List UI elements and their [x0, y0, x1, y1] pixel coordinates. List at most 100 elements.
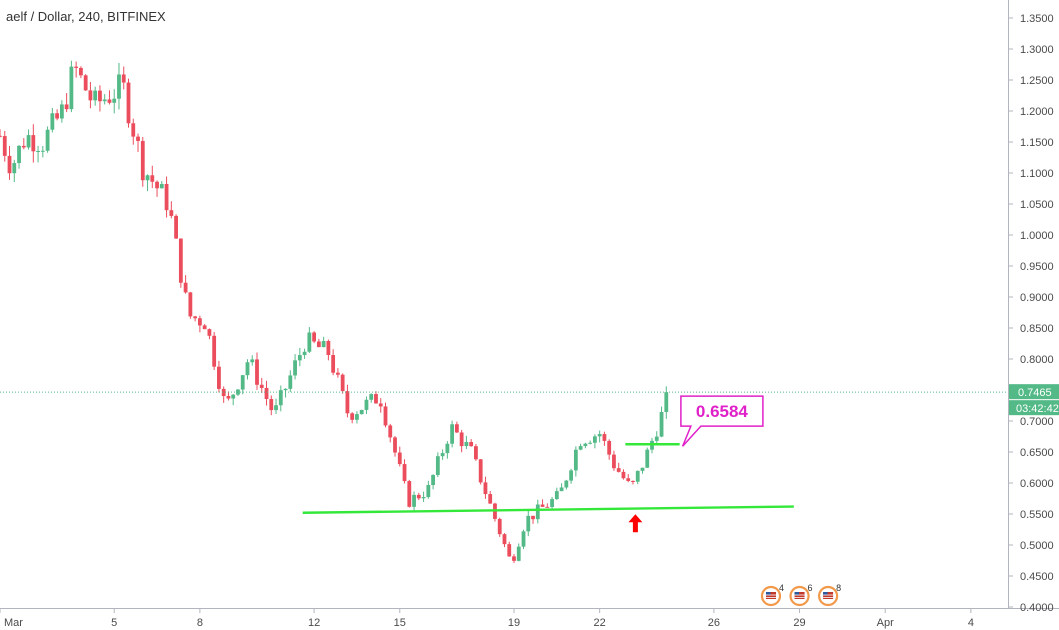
- up-arrow-icon[interactable]: [628, 514, 643, 533]
- candle-body: [664, 392, 669, 413]
- candle-body: [140, 140, 145, 181]
- event-badge[interactable]: 8: [818, 583, 841, 607]
- candle-body: [155, 181, 159, 189]
- candle: [497, 517, 502, 537]
- candle-body: [93, 90, 98, 101]
- candle-body: [164, 183, 169, 211]
- candle: [0, 129, 2, 138]
- candle-body: [464, 441, 469, 447]
- candle-body: [626, 478, 631, 481]
- candle: [112, 89, 117, 114]
- candle-body: [531, 515, 535, 520]
- candle: [221, 386, 226, 403]
- candle: [431, 474, 435, 490]
- candlestick-series: [0, 60, 669, 564]
- support-trendline[interactable]: [302, 505, 794, 514]
- candle-body: [497, 518, 502, 535]
- candle-body: [74, 66, 79, 68]
- time-axis[interactable]: Mar 5 8 12 15 19 22 26 29 Apr 4: [0, 608, 974, 629]
- candle-body: [36, 151, 40, 153]
- candle-body: [188, 292, 193, 317]
- price-callout[interactable]: 0.6584: [680, 395, 764, 447]
- event-badge[interactable]: 6: [789, 583, 813, 607]
- price-tick-label: 0.5500: [1020, 509, 1054, 521]
- candle-body: [240, 375, 245, 390]
- candle: [245, 359, 250, 380]
- candle: [193, 315, 198, 322]
- candle: [550, 496, 554, 509]
- candle: [307, 327, 312, 354]
- event-badge-count: 8: [836, 583, 841, 593]
- candle-body: [388, 425, 393, 438]
- time-tick-label: 22: [594, 617, 606, 629]
- event-badges[interactable]: 4 6 8: [760, 583, 841, 607]
- candle: [345, 384, 350, 418]
- price-tick-label: 1.0500: [1020, 199, 1054, 211]
- candle-body: [364, 399, 369, 410]
- candle-body: [107, 99, 112, 103]
- candle: [440, 449, 445, 460]
- candle: [493, 502, 497, 522]
- candle: [212, 331, 217, 371]
- candle: [321, 336, 326, 348]
- candle-body: [231, 394, 236, 399]
- candle-body: [345, 391, 350, 414]
- candle-body: [640, 467, 645, 471]
- candle-body: [88, 90, 93, 101]
- price-tick-label: 0.4500: [1020, 571, 1054, 583]
- candle-body: [297, 355, 302, 361]
- candle-body: [588, 442, 593, 444]
- candle: [421, 491, 426, 502]
- candle-body: [383, 406, 388, 426]
- candle: [573, 446, 578, 477]
- candle: [293, 354, 297, 380]
- candle-body: [40, 150, 45, 152]
- candle: [402, 459, 407, 484]
- candle-body: [454, 424, 459, 433]
- candle-body: [593, 436, 597, 443]
- candle: [355, 411, 359, 424]
- candle: [40, 145, 45, 158]
- candle-body: [250, 359, 255, 363]
- candle-body: [654, 436, 659, 441]
- candle-body: [412, 494, 416, 507]
- candle: [488, 491, 493, 504]
- callout-box: [680, 395, 764, 447]
- candle: [559, 483, 564, 492]
- candle: [512, 554, 516, 564]
- candle-body: [645, 449, 650, 468]
- time-tick-label: 5: [111, 617, 117, 629]
- candle: [79, 66, 83, 79]
- candle: [159, 181, 164, 189]
- candle-body: [55, 113, 60, 119]
- candle-body: [126, 82, 131, 124]
- candle-body: [226, 396, 231, 399]
- candle: [545, 503, 550, 508]
- candle-body: [607, 440, 612, 455]
- flag-icon: [823, 592, 834, 599]
- candle-body: [526, 515, 531, 532]
- candle-body: [269, 399, 274, 411]
- candle-body: [174, 215, 178, 239]
- candle-body: [221, 388, 226, 397]
- candle-body: [516, 546, 521, 561]
- event-badge-count: 6: [808, 583, 813, 593]
- event-badge[interactable]: 4: [760, 583, 784, 607]
- price-tick-label: 0.6500: [1020, 447, 1054, 459]
- candle: [478, 458, 483, 485]
- candle-body: [207, 329, 212, 336]
- candle-body: [431, 475, 435, 485]
- candle-body: [407, 481, 412, 507]
- candle: [645, 447, 650, 468]
- candle: [383, 402, 388, 428]
- candle: [12, 159, 17, 182]
- candle-body: [26, 135, 31, 148]
- candle-body: [159, 183, 164, 189]
- price-tick-label: 1.2000: [1020, 106, 1054, 118]
- candle: [207, 328, 212, 340]
- candle: [64, 93, 69, 113]
- candle-body: [2, 136, 7, 156]
- candle-body: [478, 459, 483, 483]
- candle-body: [573, 449, 578, 471]
